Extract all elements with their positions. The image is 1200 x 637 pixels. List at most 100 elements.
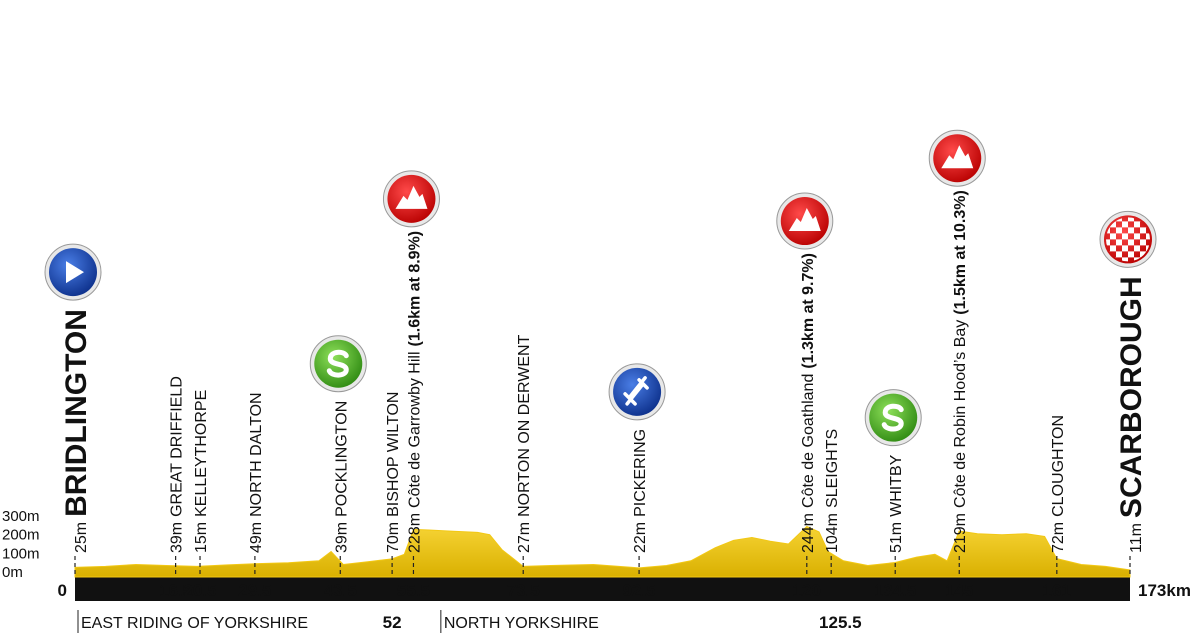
waypoint-icon-sprint [309, 335, 367, 393]
waypoint-elevation: 11m [1128, 523, 1145, 553]
check [1116, 227, 1122, 234]
x-tick-label: 173km [1138, 581, 1191, 600]
waypoint-icon-start [44, 243, 102, 301]
icon-glyph [66, 261, 84, 284]
boundary-km: 52 [383, 613, 402, 632]
x-tick-label: 145 [945, 581, 973, 600]
check [1134, 245, 1140, 252]
waypoint-icon-finish [1099, 210, 1157, 268]
waypoint-elevation: 15m [193, 522, 210, 553]
waypoint-name: BISHOP WILTON [385, 392, 402, 517]
waypoint-label: 51m WHITBY [888, 454, 905, 553]
waypoint-elevation: 27m [516, 522, 533, 553]
check [1122, 257, 1128, 262]
waypoint-name: GREAT DRIFFIELD [169, 376, 186, 517]
waypoint-icon-climb [382, 170, 440, 228]
waypoint-elevation: 22m [632, 522, 649, 553]
x-tick-label: 0 [58, 581, 67, 600]
waypoint-elevation: 51m [888, 522, 905, 553]
waypoint-label: 72m CLOUGHTON [1050, 415, 1067, 553]
waypoint-label: 219m Côte de Robin Hood’s Bay (1.5km at 10… [952, 190, 969, 553]
waypoint-name: Côte de Goathland [800, 374, 817, 508]
check [1122, 221, 1128, 228]
x-tick-label: 73.5 [507, 581, 540, 600]
check [1110, 233, 1116, 240]
waypoint-name: NORTON ON DERWENT [516, 334, 533, 516]
climb-detail: (1.3km at 9.7%) [800, 253, 817, 369]
check [1128, 239, 1134, 246]
check [1122, 233, 1128, 240]
waypoint-label: 39m GREAT DRIFFIELD [169, 376, 186, 553]
waypoint-name: WHITBY [888, 454, 905, 517]
elevation-area [74, 525, 1131, 578]
icon-glyph [395, 185, 428, 209]
x-tick-label: 92.5 [623, 581, 656, 600]
waypoint-label: 49m NORTH DALTON [248, 392, 265, 553]
icon-glyph [941, 145, 974, 169]
check [1110, 221, 1116, 228]
boundary-km: 125.5 [819, 613, 862, 632]
check [1146, 245, 1150, 252]
check [1128, 227, 1134, 234]
waypoint-elevation: 25m [73, 522, 90, 553]
waypoint-name: CLOUGHTON [1050, 415, 1067, 517]
check [1140, 239, 1146, 246]
waypoint-name: Côte de Robin Hood’s Bay [952, 320, 969, 508]
waypoint-elevation: 39m [169, 522, 186, 553]
check [1128, 217, 1134, 222]
check [1134, 257, 1140, 262]
y-tick-label: 100m [2, 545, 40, 562]
y-tick-label: 300m [2, 508, 40, 525]
waypoint-name: PICKERING [632, 429, 649, 517]
waypoint-name: NORTH DALTON [248, 392, 265, 516]
waypoint-name: POCKLINGTON [333, 401, 350, 517]
waypoint-name: SCARBOROUGH [1115, 276, 1148, 518]
check [1140, 251, 1146, 258]
waypoint-icon-feed [608, 363, 666, 421]
x-tick-label: 29.5 [238, 581, 271, 600]
waypoint-elevation: 39m [333, 522, 350, 553]
region-label: EAST RIDING OF YORKSHIRE [81, 615, 308, 632]
climb-detail: (1.6km at 8.9%) [406, 231, 423, 347]
waypoint-icon-climb [928, 129, 986, 187]
waypoint-elevation: 219m [952, 513, 969, 553]
waypoint-label: 25m BRIDLINGTON [60, 309, 93, 553]
waypoint-elevation: 70m [385, 522, 402, 553]
waypoint-label: 11m SCARBOROUGH [1115, 276, 1148, 553]
icon-glyph [326, 349, 349, 378]
waypoint-icon-climb [776, 192, 834, 250]
check [1134, 233, 1140, 240]
waypoint-label: 104m SLEIGHTS [824, 429, 841, 553]
check [1116, 217, 1122, 222]
check [1106, 239, 1110, 246]
waypoint-label: 244m Côte de Goathland (1.3km at 9.7%) [800, 253, 817, 553]
x-tick-label: 120 [793, 581, 821, 600]
y-tick-label: 200m [2, 527, 40, 544]
waypoint-name: Côte de Garrowby Hill [406, 351, 423, 507]
y-tick-label: 0m [2, 564, 23, 581]
check [1116, 251, 1122, 258]
check [1116, 239, 1122, 246]
waypoint-name: KELLEYTHORPE [193, 390, 210, 517]
waypoint-elevation: 104m [824, 513, 841, 553]
waypoint-name: BRIDLINGTON [60, 309, 93, 517]
climb-detail: (1.5km at 10.3%) [952, 190, 969, 315]
waypoint-label: 70m BISHOP WILTON [385, 392, 402, 553]
check [1122, 245, 1128, 252]
x-tick-label: 134.5 [874, 581, 917, 600]
waypoint-elevation: 244m [800, 513, 817, 553]
waypoint-label: 228m Côte de Garrowby Hill (1.6km at 8.9%) [406, 231, 423, 553]
axis-band [75, 577, 1130, 601]
check [1134, 221, 1140, 228]
icon-glyph [881, 403, 904, 432]
x-tick-label: 20.5 [183, 581, 216, 600]
waypoint-elevation: 72m [1050, 522, 1067, 553]
check [1110, 245, 1116, 252]
icon-glyph [788, 208, 821, 232]
check [1106, 227, 1110, 234]
check [1140, 227, 1146, 234]
waypoint-label: 27m NORTON ON DERWENT [516, 334, 533, 553]
x-tick-label: 43.5 [324, 581, 357, 600]
waypoint-elevation: 49m [248, 522, 265, 553]
